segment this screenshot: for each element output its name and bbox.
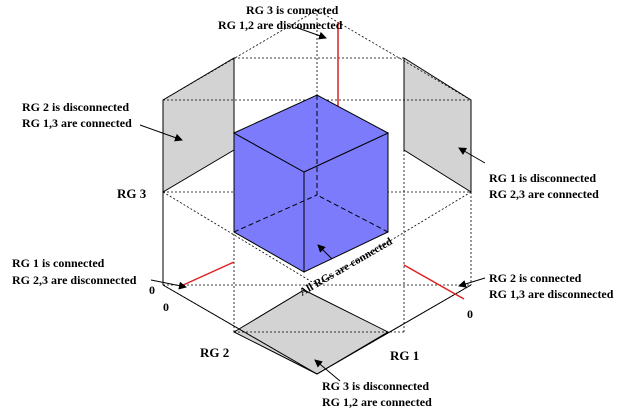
axis-origin-left: 0: [149, 283, 155, 297]
arrow-lower-right: [459, 278, 485, 286]
annotation-left-line1: RG 1 is connected: [12, 256, 105, 270]
axis-origin-right: 0: [467, 307, 473, 321]
axis-label-rg1: RG 1: [390, 348, 419, 363]
annotation-bottom-line2: RG 1,2 are connected: [322, 395, 432, 409]
annotation-upper-left-line2: RG 1,3 are connected: [22, 116, 132, 130]
panel-rg2-disconnected: [163, 58, 234, 192]
annotation-top-line2: RG 1,2 are disconnected: [218, 18, 343, 32]
annotation-right-line1: RG 1 is disconnected: [489, 171, 596, 185]
annotation-bottom-line1: RG 3 is disconnected: [322, 379, 429, 393]
annotation-lower-right-line2: RG 1,3 are disconnected: [489, 287, 614, 301]
annotation-top-line1: RG 3 is connected: [246, 3, 339, 17]
annotation-left-line2: RG 2,3 are disconnected: [12, 273, 137, 287]
arrow-left: [151, 280, 186, 287]
axis-label-rg3: RG 3: [117, 186, 147, 201]
annotation-upper-left-line1: RG 2 is disconnected: [22, 100, 129, 114]
blue-cube: [234, 95, 388, 272]
annotation-lower-right-line1: RG 2 is connected: [489, 271, 582, 285]
annotation-right-line2: RG 2,3 are connected: [489, 187, 599, 201]
red-line-rg1: [181, 262, 234, 286]
red-line-rg2: [404, 265, 464, 299]
axis-label-rg2: RG 2: [200, 345, 229, 360]
panel-rg1-disconnected: [404, 58, 471, 192]
axis-origin-left-lower: 0: [163, 300, 169, 314]
